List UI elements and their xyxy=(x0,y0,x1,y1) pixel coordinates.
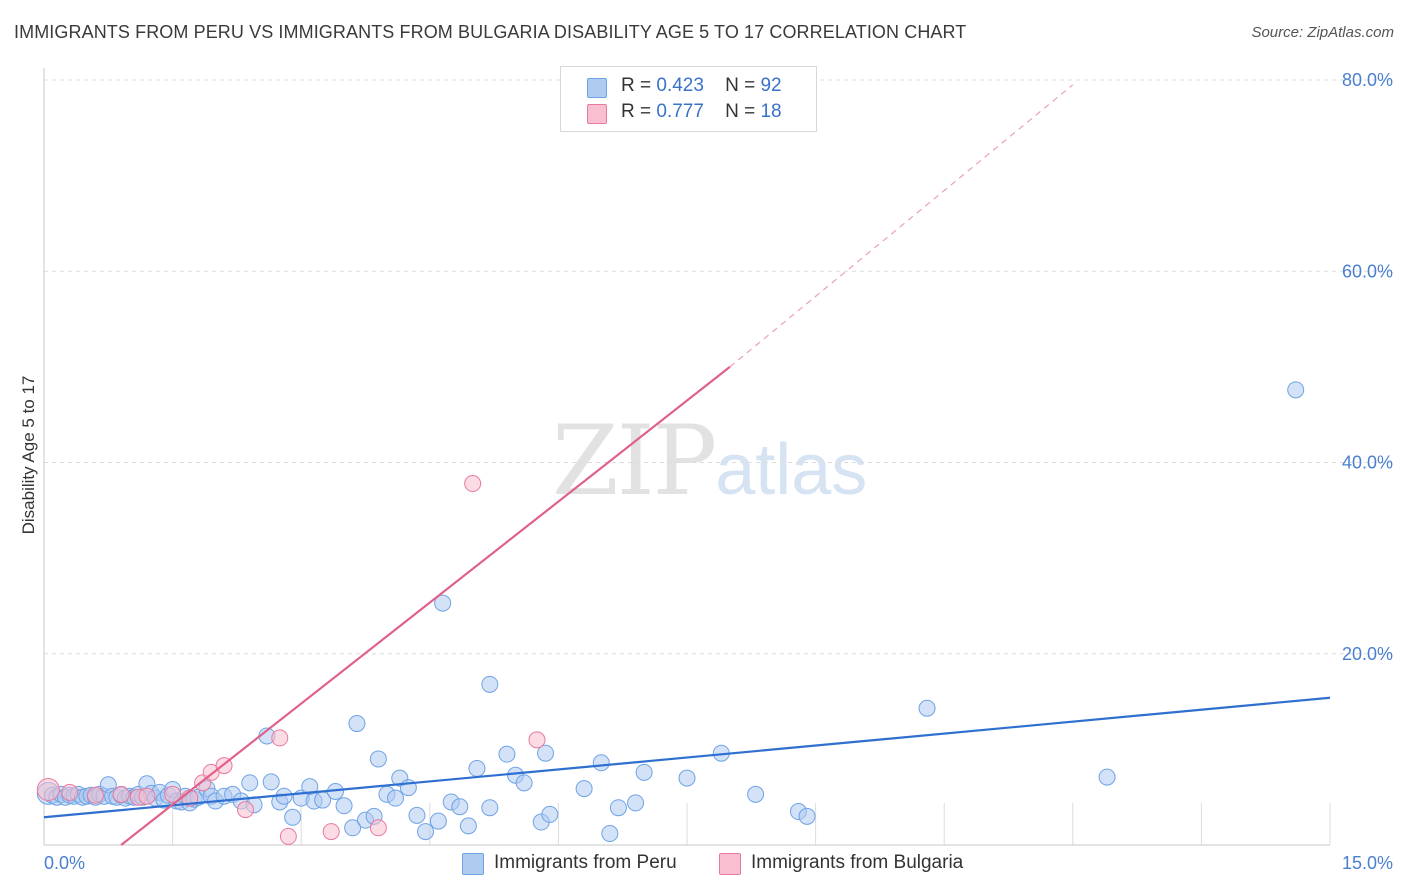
bulgaria-point xyxy=(279,827,297,845)
peru-point xyxy=(348,715,366,733)
bulgaria-point xyxy=(61,783,79,801)
bulgaria-point xyxy=(236,801,254,819)
bulgaria-point xyxy=(112,785,130,803)
bulgaria-point xyxy=(36,778,60,802)
trend-lines xyxy=(43,84,1331,846)
x-tick-label: 15.0% xyxy=(1342,853,1393,873)
y-tick-label: 80.0% xyxy=(1342,70,1393,90)
bulgaria-point xyxy=(322,823,340,841)
bottom-legend-label-bulgaria: Immigrants from Bulgaria xyxy=(751,852,964,873)
peru-point xyxy=(434,594,452,612)
series-bulgaria xyxy=(36,112,739,845)
legend-n-value: 92 xyxy=(760,75,782,96)
grid xyxy=(43,79,1392,845)
legend-swatch-bulgaria xyxy=(587,104,607,124)
peru-point xyxy=(481,675,499,693)
peru-point xyxy=(451,798,469,816)
peru-point xyxy=(1098,768,1116,786)
peru-point xyxy=(798,807,816,825)
legend-swatch-peru xyxy=(587,78,607,98)
axes xyxy=(43,68,1330,846)
trend-line-bulgaria xyxy=(120,366,731,846)
peru-point xyxy=(408,806,426,824)
legend-n-label: N = xyxy=(725,75,756,96)
peru-point xyxy=(387,789,405,807)
peru-point xyxy=(678,769,696,787)
peru-point xyxy=(747,785,765,803)
legend-n-value: 18 xyxy=(760,101,782,122)
peru-point xyxy=(515,774,533,792)
bulgaria-point xyxy=(164,785,182,803)
bulgaria-point xyxy=(464,475,482,493)
legend-r-value: 0.423 xyxy=(656,75,704,96)
tick-labels: 20.0% 40.0% 60.0% 80.0% 0.0% 15.0% xyxy=(44,70,1393,873)
peru-point xyxy=(498,745,516,763)
y-tick-label: 60.0% xyxy=(1342,261,1393,281)
peru-point xyxy=(429,812,447,830)
peru-point xyxy=(635,763,653,781)
peru-point xyxy=(335,797,353,815)
watermark-zip: ZIP xyxy=(552,405,717,517)
bulgaria-point xyxy=(271,729,289,747)
peru-point xyxy=(918,699,936,717)
bottom-legend-swatch-bulgaria xyxy=(719,853,741,875)
legend-text-peru: R = 0.423 N = 92 xyxy=(621,75,782,97)
peru-point xyxy=(417,823,435,841)
peru-point xyxy=(481,799,499,817)
watermark-atlas: atlas xyxy=(715,430,868,510)
peru-point xyxy=(344,819,362,837)
bulgaria-point xyxy=(369,819,387,837)
peru-point xyxy=(241,774,259,792)
peru-point xyxy=(537,744,555,762)
legend-r-label: R = xyxy=(621,75,652,96)
peru-point xyxy=(369,750,387,768)
peru-point xyxy=(601,825,619,843)
peru-point xyxy=(262,773,280,791)
x-tick-label: 0.0% xyxy=(44,853,85,873)
legend-n-label: N = xyxy=(725,101,756,122)
watermark: ZIPatlas xyxy=(552,405,867,517)
trend-line-bulgaria-extension xyxy=(729,84,1074,368)
peru-point xyxy=(609,799,627,817)
peru-point xyxy=(284,808,302,826)
bulgaria-point xyxy=(528,731,546,749)
y-tick-label: 40.0% xyxy=(1342,453,1393,473)
bulgaria-point xyxy=(86,786,104,804)
y-tick-label: 20.0% xyxy=(1342,644,1393,664)
bulgaria-point xyxy=(138,787,156,805)
y-axis-label: Disability Age 5 to 17 xyxy=(19,376,38,535)
peru-point xyxy=(541,805,559,823)
peru-point xyxy=(592,754,610,772)
source-label: Source: ZipAtlas.com xyxy=(1251,24,1394,41)
stats-legend: R = 0.423 N = 92 R = 0.777 N = 18 xyxy=(560,66,817,132)
legend-r-value: 0.777 xyxy=(656,101,704,122)
peru-point xyxy=(1287,381,1305,399)
chart-title: IMMIGRANTS FROM PERU VS IMMIGRANTS FROM … xyxy=(14,22,967,42)
bottom-legend-label-peru: Immigrants from Peru xyxy=(494,852,677,873)
peru-point xyxy=(575,780,593,798)
legend-r-label: R = xyxy=(621,101,652,122)
peru-point xyxy=(459,817,477,835)
peru-point xyxy=(627,794,645,812)
legend-text-bulgaria: R = 0.777 N = 18 xyxy=(621,101,782,123)
bottom-legend-swatch-peru xyxy=(462,853,484,875)
peru-point xyxy=(468,760,486,777)
trend-line-peru xyxy=(43,696,1331,819)
